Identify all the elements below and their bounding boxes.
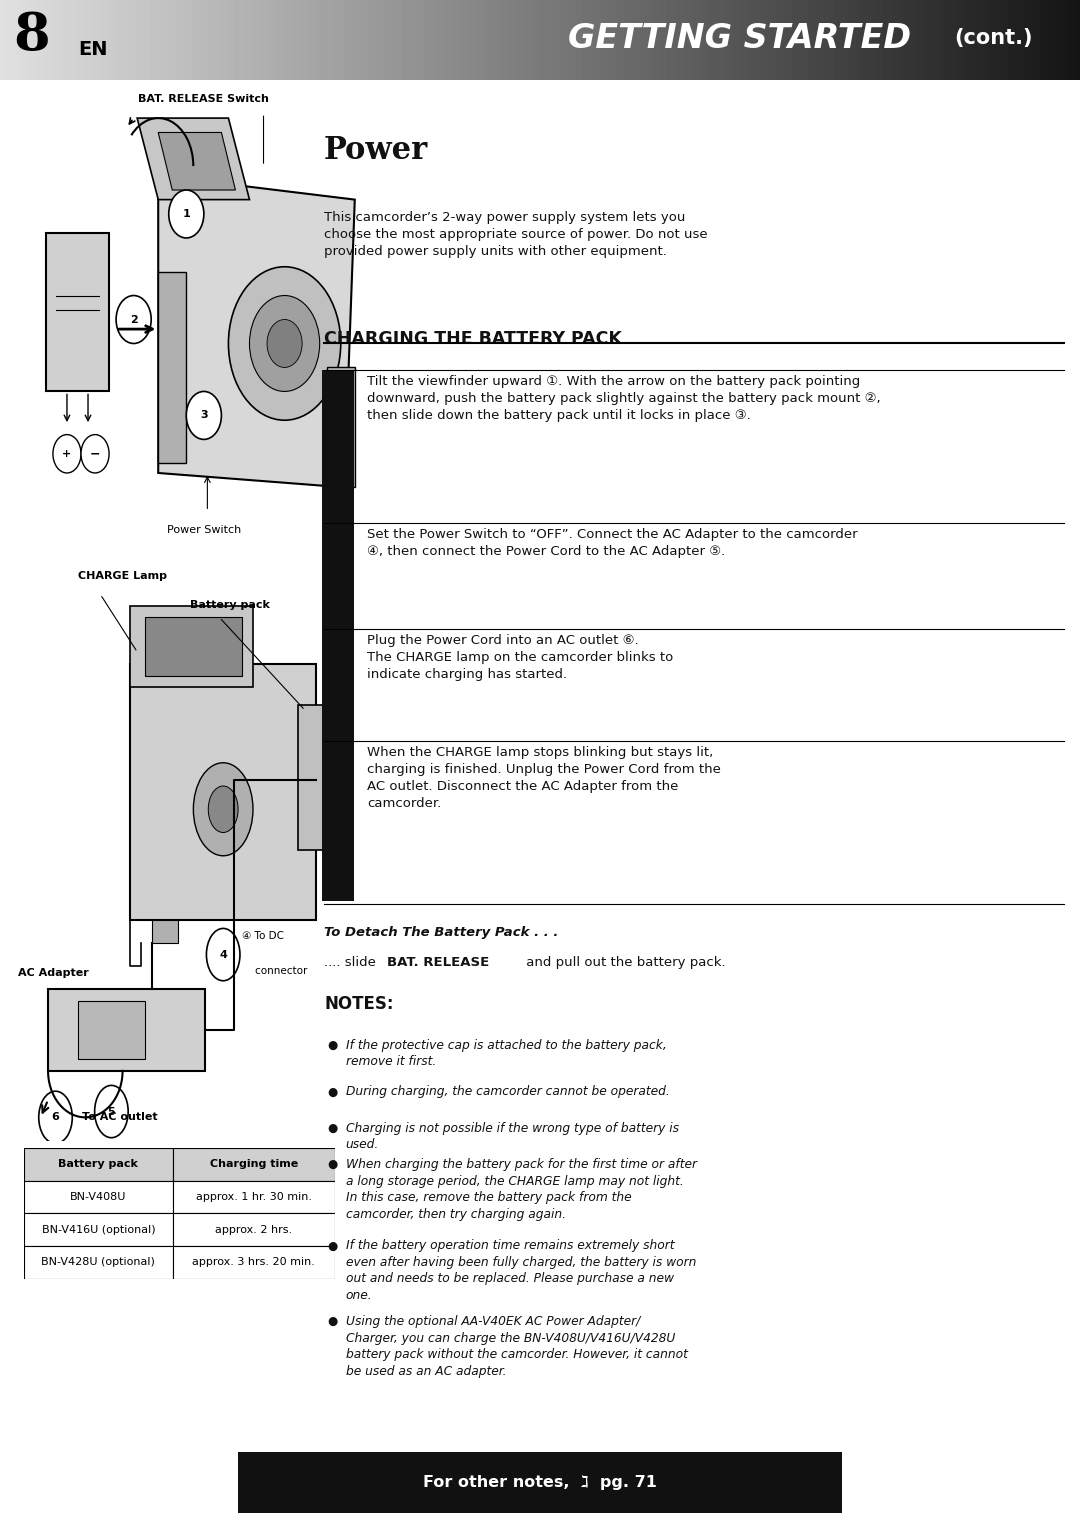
- Text: This camcorder’s 2-way power supply system lets you
choose the most appropriate : This camcorder’s 2-way power supply syst…: [324, 210, 707, 258]
- Bar: [173, 1180, 335, 1213]
- Text: When the CHARGE lamp stops blinking but stays lit,
charging is finished. Unplug : When the CHARGE lamp stops blinking but …: [367, 745, 721, 809]
- Text: BN-V416U (optional): BN-V416U (optional): [42, 1225, 156, 1234]
- Circle shape: [208, 786, 238, 832]
- Text: For other notes,  ℷ  pg. 71: For other notes, ℷ pg. 71: [423, 1475, 657, 1490]
- Text: 3: 3: [200, 411, 207, 420]
- Text: approx. 1 hr. 30 min.: approx. 1 hr. 30 min.: [195, 1193, 312, 1202]
- Bar: [24, 1180, 173, 1213]
- Text: ●: ●: [327, 1122, 337, 1134]
- Text: ●: ●: [327, 1240, 337, 1252]
- Text: Set the Power Switch to “OFF”. Connect the AC Adapter to the camcorder
④, then c: Set the Power Switch to “OFF”. Connect t…: [367, 527, 858, 558]
- Text: 5: 5: [108, 1107, 116, 1116]
- Circle shape: [193, 763, 253, 855]
- Text: 1: 1: [328, 434, 348, 460]
- Text: 2: 2: [130, 314, 137, 325]
- Circle shape: [267, 319, 302, 368]
- Text: Battery pack: Battery pack: [190, 599, 270, 610]
- Text: 3: 3: [328, 671, 348, 699]
- Circle shape: [249, 296, 320, 391]
- Text: GETTING STARTED: GETTING STARTED: [568, 21, 912, 55]
- Polygon shape: [152, 920, 178, 943]
- Text: approx. 2 hrs.: approx. 2 hrs.: [215, 1225, 293, 1234]
- Text: If the battery operation time remains extremely short
even after having been ful: If the battery operation time remains ex…: [346, 1240, 696, 1302]
- Circle shape: [81, 435, 109, 474]
- Polygon shape: [145, 618, 242, 676]
- Bar: [78, 1001, 145, 1059]
- Text: Power: Power: [324, 135, 429, 166]
- Text: Battery pack: Battery pack: [58, 1159, 138, 1170]
- Text: Using the optional AA-V40EK AC Power Adapter/
Charger, you can charge the BN-V40: Using the optional AA-V40EK AC Power Ada…: [346, 1315, 688, 1378]
- Text: 8: 8: [13, 11, 50, 61]
- Text: AC Adapter: AC Adapter: [18, 967, 89, 978]
- Text: 1: 1: [183, 208, 190, 219]
- Text: 4: 4: [219, 949, 227, 960]
- Circle shape: [39, 1091, 72, 1144]
- Bar: [173, 1213, 335, 1246]
- Text: CHARGE Lamp: CHARGE Lamp: [78, 570, 167, 581]
- Text: 2: 2: [328, 563, 348, 590]
- Text: ●: ●: [327, 1315, 337, 1328]
- Circle shape: [229, 267, 341, 420]
- Polygon shape: [298, 705, 346, 849]
- Text: Tilt the viewfinder upward ①. With the arrow on the battery pack pointing
downwa: Tilt the viewfinder upward ①. With the a…: [367, 376, 881, 422]
- Text: During charging, the camcorder cannot be operated.: During charging, the camcorder cannot be…: [346, 1085, 670, 1098]
- Polygon shape: [158, 271, 186, 463]
- Text: .... slide: .... slide: [324, 957, 380, 969]
- Text: To AC outlet: To AC outlet: [82, 1113, 158, 1122]
- Text: CHARGING THE BATTERY PACK: CHARGING THE BATTERY PACK: [324, 330, 622, 348]
- Bar: [24, 1148, 173, 1180]
- Circle shape: [206, 929, 240, 981]
- Text: ●: ●: [327, 1085, 337, 1098]
- Circle shape: [53, 435, 81, 474]
- Text: connector: connector: [242, 966, 307, 977]
- Text: To Detach The Battery Pack . . .: To Detach The Battery Pack . . .: [324, 926, 558, 938]
- Text: NOTES:: NOTES:: [324, 995, 393, 1013]
- Bar: [173, 1246, 335, 1279]
- Text: BAT. RELEASE Switch: BAT. RELEASE Switch: [138, 94, 269, 104]
- Text: ●: ●: [327, 1039, 337, 1052]
- Text: If the protective cap is attached to the battery pack,
remove it first.: If the protective cap is attached to the…: [346, 1039, 666, 1069]
- Text: BN-V408U: BN-V408U: [70, 1193, 126, 1202]
- Polygon shape: [130, 606, 253, 687]
- Polygon shape: [326, 368, 354, 487]
- Text: Plug the Power Cord into an AC outlet ⑥.
The CHARGE lamp on the camcorder blinks: Plug the Power Cord into an AC outlet ⑥.…: [367, 633, 674, 681]
- Text: +: +: [63, 449, 71, 458]
- Text: BAT. RELEASE: BAT. RELEASE: [387, 957, 489, 969]
- Text: EN: EN: [78, 40, 107, 58]
- Circle shape: [95, 1085, 129, 1137]
- Bar: [24, 1213, 173, 1246]
- Text: and pull out the battery pack.: and pull out the battery pack.: [522, 957, 726, 969]
- Polygon shape: [137, 118, 249, 199]
- Bar: [24, 1246, 173, 1279]
- Text: Charging is not possible if the wrong type of battery is
used.: Charging is not possible if the wrong ty…: [346, 1122, 678, 1151]
- Polygon shape: [130, 664, 316, 920]
- Text: Charging time: Charging time: [210, 1159, 298, 1170]
- Text: approx. 3 hrs. 20 min.: approx. 3 hrs. 20 min.: [192, 1257, 315, 1268]
- Polygon shape: [49, 989, 204, 1072]
- Polygon shape: [158, 176, 354, 487]
- Polygon shape: [45, 233, 109, 391]
- Bar: [173, 1148, 335, 1180]
- Text: ④ To DC: ④ To DC: [242, 932, 284, 941]
- Text: When charging the battery pack for the first time or after
a long storage period: When charging the battery pack for the f…: [346, 1157, 697, 1220]
- Circle shape: [116, 296, 151, 343]
- Text: BN-V428U (optional): BN-V428U (optional): [41, 1257, 156, 1268]
- Text: ●: ●: [327, 1157, 337, 1171]
- Text: (cont.): (cont.): [955, 28, 1032, 48]
- Circle shape: [168, 190, 204, 238]
- Polygon shape: [158, 132, 235, 190]
- Text: 4: 4: [328, 808, 348, 834]
- Text: Power Switch: Power Switch: [166, 526, 241, 535]
- Circle shape: [186, 391, 221, 440]
- Text: −: −: [90, 448, 100, 460]
- Text: 6: 6: [52, 1113, 59, 1122]
